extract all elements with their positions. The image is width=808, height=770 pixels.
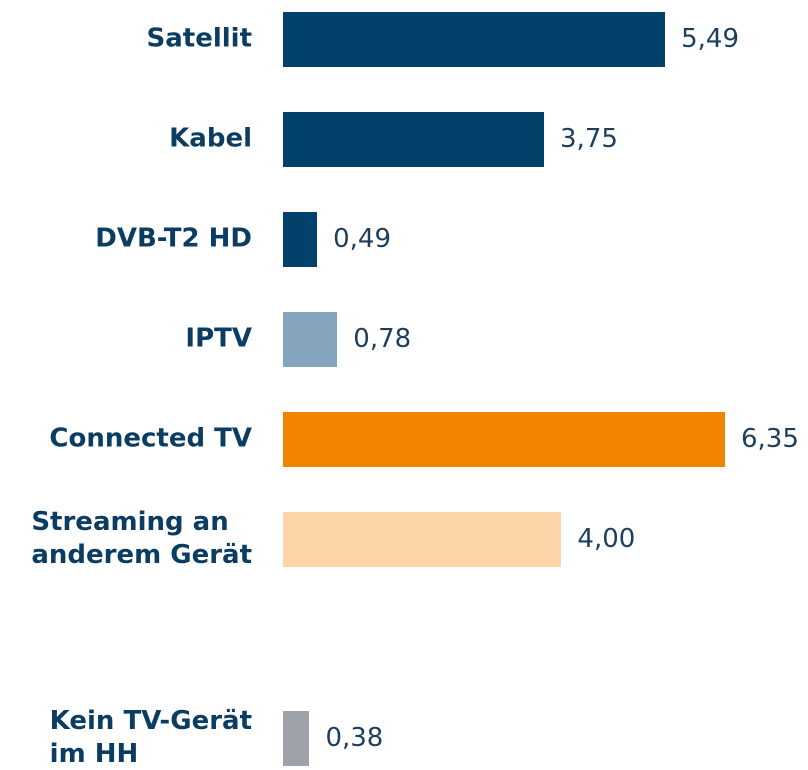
value-label: 3,75 <box>560 124 618 154</box>
category-label: Connected TV <box>49 423 252 456</box>
bar <box>283 111 545 167</box>
category-text: Satellit <box>146 23 253 54</box>
bar <box>283 511 562 567</box>
category-label: Streaming an anderem Gerät <box>31 506 252 572</box>
bar <box>283 211 318 267</box>
category-label: IPTV <box>185 323 252 356</box>
category-text: Streaming an anderem Gerät <box>31 507 252 570</box>
value-label: 4,00 <box>577 524 636 554</box>
category-label: Kein TV-Gerät im HH <box>50 705 252 770</box>
category-text: IPTV <box>185 323 252 354</box>
category-text: Connected TV <box>49 423 252 454</box>
value-label: 0,38 <box>325 723 384 753</box>
category-label: DVB-T2 HD <box>95 223 252 256</box>
bar <box>283 411 725 467</box>
bar <box>283 710 310 766</box>
bar <box>283 11 666 67</box>
category-text: DVB-T2 HD <box>95 223 252 254</box>
category-label: Kabel <box>169 123 252 156</box>
value-label: 0,49 <box>333 224 391 254</box>
bar <box>283 311 338 367</box>
value-label: 0,78 <box>353 324 412 354</box>
value-label: 6,35 <box>741 424 799 454</box>
category-label: Satellit <box>147 23 253 56</box>
category-text: Kabel <box>169 123 252 154</box>
value-label: 5,49 <box>681 24 740 54</box>
category-text: Kein TV-Gerät im HH <box>49 706 252 769</box>
